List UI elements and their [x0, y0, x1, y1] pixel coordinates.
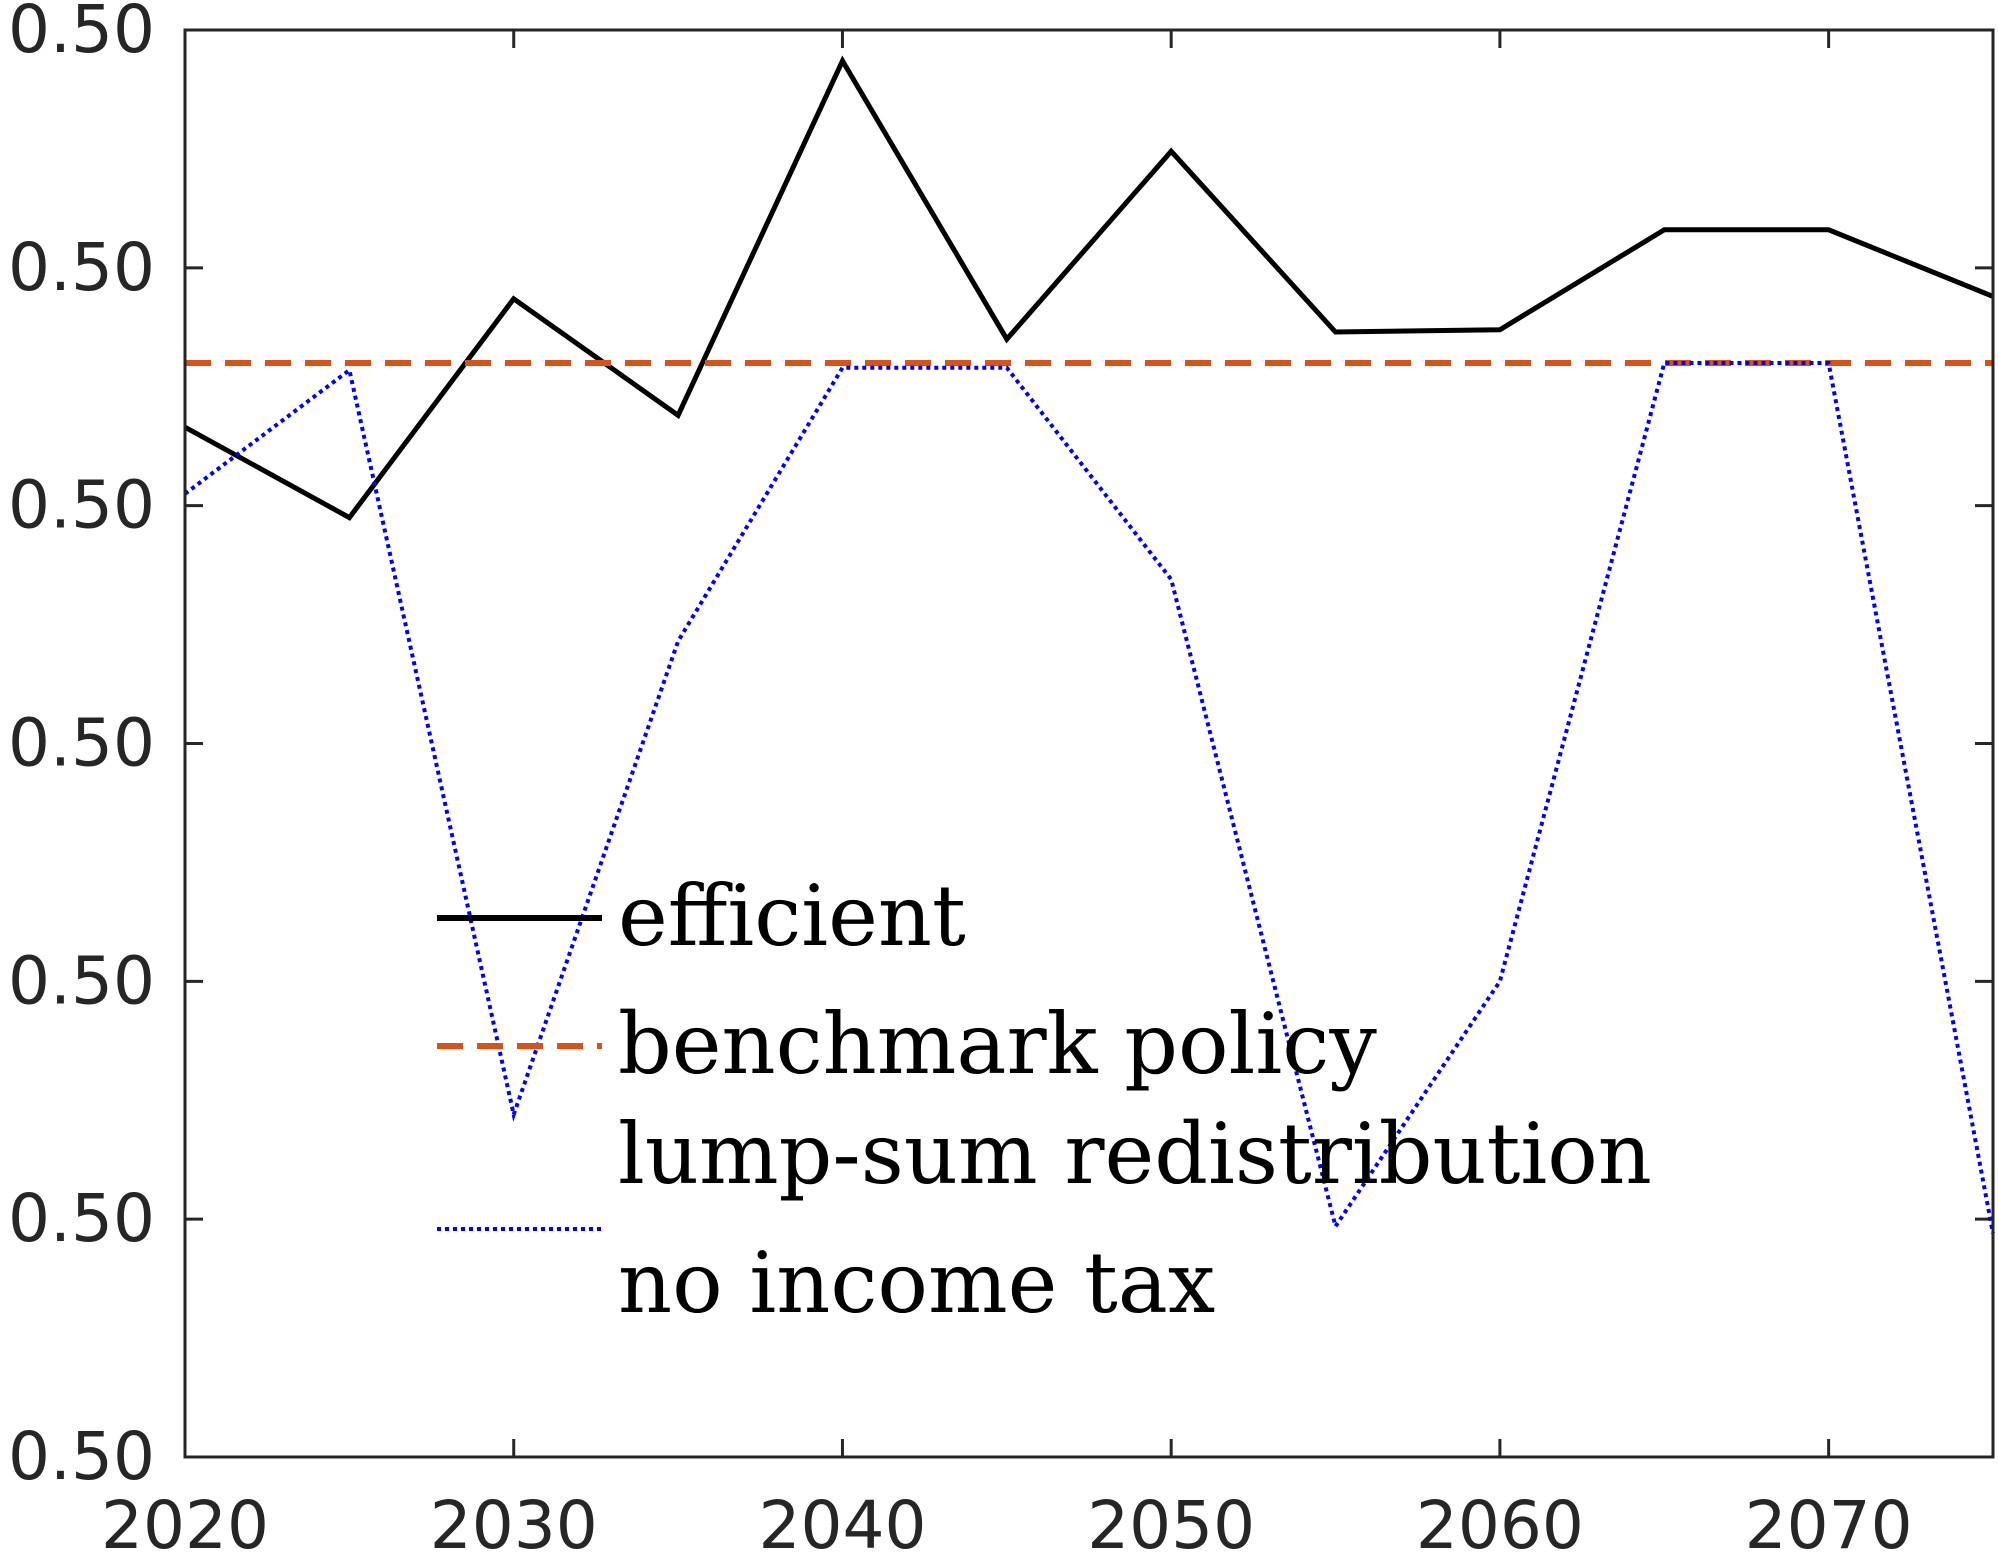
x-tick-label: 2060 [1416, 1487, 1584, 1554]
plot-box [183, 28, 1995, 1459]
legend: efficient benchmark policy lump-sum redi… [437, 867, 1652, 1332]
legend-label-lump-sum-redistribution: lump-sum redistribution [618, 1105, 1652, 1203]
x-tick-label: 2050 [1087, 1487, 1255, 1554]
y-tick-label: 0.50 [8, 705, 155, 782]
x-tick-label: 2040 [758, 1487, 926, 1554]
y-tick-label: 0.50 [8, 1180, 155, 1257]
series-line-no-income-tax [183, 361, 1995, 1234]
x-tick-label: 2030 [430, 1487, 598, 1554]
y-tick-label: 0.50 [8, 229, 155, 306]
x-tick-labels: 2020 2030 2040 2050 2060 2070 [101, 1487, 1913, 1554]
legend-label-efficient: efficient [618, 867, 966, 965]
series-line-efficient [183, 55, 1994, 521]
x-tick-label: 2020 [101, 1487, 269, 1554]
series-layer [183, 55, 1995, 1234]
y-tick-label: 0.50 [8, 0, 155, 68]
y-tick-label: 0.50 [8, 942, 155, 1019]
y-tick-label: 0.50 [8, 1418, 155, 1495]
y-tick-label: 0.50 [8, 467, 155, 544]
plot-background [185, 30, 1993, 1457]
x-tick-label: 2070 [1745, 1487, 1913, 1554]
y-tick-labels: 0.50 0.50 0.50 0.50 0.50 0.50 0.50 [8, 0, 155, 1495]
legend-label-no-income-tax: no income tax [618, 1234, 1215, 1332]
legend-label-benchmark-policy: benchmark policy [618, 995, 1377, 1093]
